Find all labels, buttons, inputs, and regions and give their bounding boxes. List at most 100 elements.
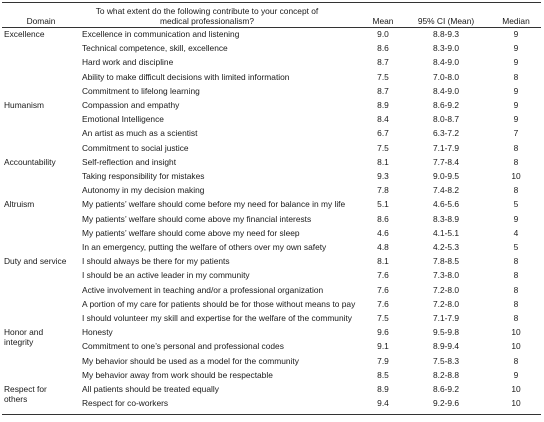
header-domain-label: Domain	[26, 16, 56, 26]
median-cell: 9	[513, 369, 519, 380]
item-cell: An artist as much as a scientist	[82, 128, 198, 139]
ci-cell: 7.8-8.5	[432, 256, 460, 267]
table-row: My behavior should be used as a model fo…	[0, 354, 544, 368]
item-cell: All patients should be treated equally	[82, 384, 219, 394]
mean-cell: 7.5	[377, 142, 389, 153]
table-row: Active involvement in teaching and/or a …	[0, 283, 544, 297]
header-bottom-rule	[2, 27, 541, 28]
median-cell: 8	[513, 71, 519, 82]
mean-cell: 9.4	[377, 398, 389, 409]
header-ci-label: 95% CI (Mean)	[417, 16, 475, 26]
header-ci: 95% CI (Mean)	[404, 3, 488, 27]
item-cell: Excellence in communication and listenin…	[82, 29, 240, 39]
table-row: Respect for co-workers 9.4 9.2-9.6 10	[0, 396, 544, 410]
mean-cell: 9.1	[377, 341, 389, 352]
median-cell: 9	[513, 114, 519, 125]
median-cell: 9	[513, 100, 519, 110]
item-cell: Commitment to social justice	[82, 142, 189, 153]
mean-cell: 8.9	[377, 384, 389, 394]
mean-cell: 7.6	[377, 298, 389, 309]
mean-cell: 9.3	[377, 171, 389, 181]
median-cell: 5	[513, 199, 519, 210]
ci-cell: 7.4-8.2	[432, 185, 460, 196]
mean-cell: 8.4	[377, 114, 389, 125]
table-row: Commitment to one’s personal and profess…	[0, 339, 544, 353]
ci-cell: 8.6-9.2	[432, 100, 460, 110]
median-cell: 8	[513, 142, 519, 153]
ci-cell: 7.3-8.0	[432, 270, 460, 281]
table-row: Commitment to social justice 7.5 7.1-7.9 8	[0, 141, 544, 155]
mean-cell: 8.5	[377, 369, 389, 380]
mean-cell: 8.9	[377, 100, 389, 110]
median-cell: 10	[511, 384, 521, 394]
header-mean: Mean	[362, 3, 404, 27]
item-cell: My patients’ welfare should come above m…	[82, 213, 312, 224]
ci-cell: 8.2-8.8	[432, 369, 460, 380]
mean-cell: 8.6	[377, 213, 389, 224]
ci-cell: 7.7-8.4	[432, 156, 460, 167]
ci-cell: 4.1-5.1	[432, 227, 460, 238]
header-domain: Domain	[0, 3, 82, 27]
item-cell: Hard work and discipline	[82, 57, 174, 68]
table-top-rule	[2, 2, 541, 3]
ci-cell: 8.8-9.3	[432, 29, 460, 39]
mean-cell: 7.6	[377, 284, 389, 295]
mean-cell: 4.8	[377, 242, 389, 252]
ci-cell: 7.1-7.9	[432, 313, 460, 323]
item-cell: Active involvement in teaching and/or a …	[82, 284, 324, 295]
median-cell: 5	[513, 242, 519, 252]
ci-cell: 9.2-9.6	[432, 398, 460, 409]
median-cell: 4	[513, 227, 519, 238]
mean-cell: 8.6	[377, 43, 389, 54]
table-row: I should volunteer my skill and expertis…	[0, 311, 544, 325]
ci-cell: 7.5-8.3	[432, 355, 460, 366]
mean-cell: 9.0	[377, 29, 389, 39]
item-cell: I should always be there for my patients	[82, 256, 230, 267]
median-cell: 8	[513, 156, 519, 167]
median-cell: 9	[513, 43, 519, 54]
median-cell: 8	[513, 185, 519, 196]
item-cell: Ability to make difficult decisions with…	[82, 71, 290, 82]
table-row: Honesty 9.6 9.5-9.8 10	[0, 325, 544, 339]
item-cell: My patients’ welfare should come before …	[82, 199, 346, 210]
mean-cell: 5.1	[377, 199, 389, 210]
table-row: Emotional Intelligence 8.4 8.0-8.7 9	[0, 112, 544, 126]
table-row: My behavior away from work should be res…	[0, 368, 544, 382]
table-row: I should always be there for my patients…	[0, 254, 544, 268]
mean-cell: 4.6	[377, 227, 389, 238]
domain-label: Excellence	[4, 29, 45, 39]
ci-cell: 7.2-8.0	[432, 284, 460, 295]
item-cell: Commitment to one’s personal and profess…	[82, 341, 284, 352]
item-cell: Taking responsibility for mistakes	[82, 171, 205, 181]
table-bottom-rule	[2, 414, 541, 415]
item-cell: My behavior away from work should be res…	[82, 369, 273, 380]
table-row: A portion of my care for patients should…	[0, 297, 544, 311]
ci-cell: 4.2-5.3	[432, 242, 460, 252]
table-row: Self-reflection and insight 8.1 7.7-8.4 8	[0, 155, 544, 169]
table-row: All patients should be treated equally 8.…	[0, 382, 544, 396]
domain-label: Accountability	[4, 156, 56, 167]
mean-cell: 7.6	[377, 270, 389, 281]
table-row: Compassion and empathy 8.9 8.6-9.2 9	[0, 98, 544, 112]
domain-label: Honor and integrity	[4, 327, 44, 348]
median-cell: 10	[511, 171, 521, 181]
median-cell: 8	[513, 298, 519, 309]
item-cell: Compassion and empathy	[82, 100, 180, 110]
header-median-label: Median	[502, 16, 530, 26]
table-row: Hard work and discipline 8.7 8.4-9.0 9	[0, 55, 544, 69]
median-cell: 10	[511, 327, 521, 338]
median-cell: 8	[513, 355, 519, 366]
table-row: Technical competence, skill, excellence 8…	[0, 41, 544, 55]
median-cell: 8	[513, 270, 519, 281]
ci-cell: 7.1-7.9	[432, 142, 460, 153]
ci-cell: 8.3-8.9	[432, 213, 460, 224]
item-cell: Honesty	[82, 327, 113, 338]
mean-cell: 9.6	[377, 327, 389, 338]
table-row: Excellence in communication and listenin…	[0, 27, 544, 41]
median-cell: 9	[513, 85, 519, 96]
ci-cell: 8.6-9.2	[432, 384, 460, 394]
header-question: To what extent do the following contribu…	[82, 3, 362, 27]
table-row: My patients’ welfare should come above m…	[0, 212, 544, 226]
mean-cell: 7.8	[377, 185, 389, 196]
